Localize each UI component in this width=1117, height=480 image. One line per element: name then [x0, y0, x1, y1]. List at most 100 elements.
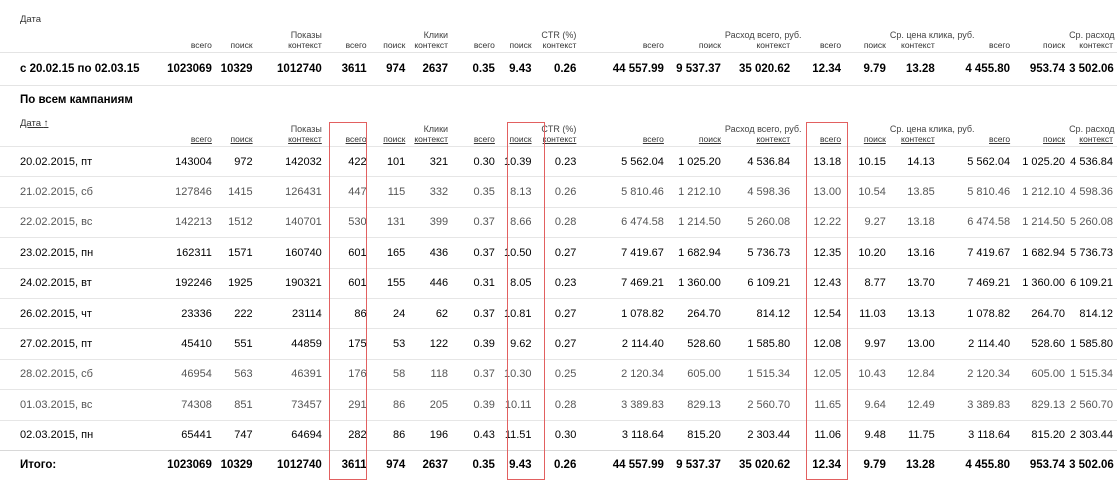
cell-value: 2 303.44 [1069, 419, 1117, 451]
sort-clicks-total[interactable]: всего [345, 134, 367, 144]
clicks-group-header: Клики контекст [414, 30, 449, 50]
date-sort-header[interactable]: Дата ↑ [20, 118, 49, 129]
cell-value: 13.18 [889, 206, 939, 238]
sort-ctr-total[interactable]: всего [473, 134, 495, 144]
cell-value: 4 598.36 [724, 176, 795, 208]
sort-impressions-context[interactable]: Показы контекст [288, 124, 322, 144]
cell-value: 0.23 [535, 145, 581, 177]
cell-value: 14.13 [889, 145, 939, 177]
cell-value: 953.74 [1014, 449, 1070, 480]
cell-value: 175 [325, 328, 371, 360]
ctr-group-header: CTR (%) контекст [541, 30, 577, 50]
cell-value: 192246 [142, 267, 216, 299]
cell-value: 9.43 [498, 52, 536, 86]
cell-value: 1 078.82 [580, 297, 668, 329]
cell-value: 0.37 [452, 237, 499, 269]
sort-cpc-context[interactable]: Ср. цена клика, руб. контекст [889, 124, 975, 144]
cell-value: 9 537.37 [667, 52, 725, 86]
table-row: 26.02.2015, чт 23336 222 23114 86 24 62 0.37 10.… [0, 297, 1117, 329]
sort-cost-search[interactable]: поиск [698, 134, 721, 144]
cell-value: 3 502.06 [1069, 449, 1117, 480]
cell-value: 0.26 [535, 176, 581, 208]
row-date: 23.02.2015, пн [0, 237, 143, 269]
cell-value: 127846 [142, 176, 216, 208]
cell-value: 0.43 [452, 419, 499, 451]
sort-daily-context[interactable]: Ср. расход за день, руб.контекст [1069, 124, 1117, 144]
cell-value: 142032 [256, 145, 326, 177]
sort-ctr-context[interactable]: CTR (%) контекст [541, 124, 577, 144]
cell-value: 601 [325, 237, 371, 269]
row-date: 27.02.2015, пт [0, 328, 143, 360]
cell-value: 2 560.70 [1069, 389, 1117, 421]
table-row: 01.03.2015, вс 74308 851 73457 291 86 205 0.39 1… [0, 389, 1117, 421]
cell-value: 73457 [256, 389, 326, 421]
cell-value: 291 [325, 389, 371, 421]
cell-value: 10.30 [498, 358, 536, 390]
cell-value: 530 [325, 206, 371, 238]
cell-value: 10.43 [845, 358, 890, 390]
cell-value: 10.50 [498, 237, 536, 269]
cell-value: 11.06 [794, 419, 846, 451]
cell-value: 140701 [256, 206, 326, 238]
cell-value: 2 120.34 [938, 358, 1015, 390]
cell-value: 10.11 [498, 389, 536, 421]
cell-value: 601 [325, 267, 371, 299]
cell-value: 13.00 [889, 328, 939, 360]
table-row: 21.02.2015, сб 127846 1415 126431 447 115 332 0… [0, 176, 1117, 208]
sort-impressions-total[interactable]: всего [190, 134, 212, 144]
sort-cost-context[interactable]: Расход всего, руб. контекст [724, 124, 802, 144]
sort-daily-search[interactable]: поиск [1043, 134, 1066, 144]
campaign-header: Дата ↑ всего поиск Показы контекст всего … [0, 114, 1117, 147]
cell-value: 12.08 [794, 328, 846, 360]
cell-value: 447 [325, 176, 371, 208]
cell-value: 1 585.80 [1069, 328, 1117, 360]
cell-value: 282 [325, 419, 371, 451]
cell-value: 12.49 [889, 389, 939, 421]
cell-value: 7 419.67 [580, 237, 668, 269]
campaign-section-title: По всем кампаниям [20, 94, 133, 106]
row-date: 22.02.2015, вс [0, 206, 143, 238]
sort-impressions-search[interactable]: поиск [230, 134, 253, 144]
cell-value: 5 736.73 [724, 237, 795, 269]
cell-value: 190321 [256, 267, 326, 299]
campaign-table: Дата ↑ всего поиск Показы контекст всего … [0, 114, 1117, 480]
sort-daily-total[interactable]: всего [989, 134, 1011, 144]
cell-value: 10.39 [498, 145, 536, 177]
cell-value: 0.39 [452, 328, 499, 360]
cell-value: 0.27 [535, 237, 581, 269]
cell-value: 0.27 [535, 297, 581, 329]
cell-value: 9.43 [498, 449, 536, 480]
cell-value: 12.84 [889, 358, 939, 390]
cell-value: 9.64 [845, 389, 890, 421]
cell-value: 1012740 [256, 449, 326, 480]
row-date: 01.03.2015, вс [0, 389, 143, 421]
sort-ctr-search[interactable]: поиск [509, 134, 532, 144]
cell-value: 8.05 [498, 267, 536, 299]
sort-clicks-search[interactable]: поиск [383, 134, 406, 144]
cell-value: 1 078.82 [938, 297, 1015, 329]
cell-value: 35 020.62 [724, 52, 795, 86]
sort-clicks-context[interactable]: Клики контекст [414, 124, 449, 144]
cell-value: 86 [370, 419, 410, 451]
sort-cost-total[interactable]: всего [642, 134, 664, 144]
sort-cpc-total[interactable]: всего [820, 134, 842, 144]
cell-value: 46391 [256, 358, 326, 390]
cell-value: 5 810.46 [580, 176, 668, 208]
cell-value: 974 [370, 449, 410, 480]
cell-value: 24 [370, 297, 410, 329]
cell-value: 446 [409, 267, 453, 299]
cell-value: 13.18 [794, 145, 846, 177]
cell-value: 7 419.67 [938, 237, 1015, 269]
cell-value: 53 [370, 328, 410, 360]
cell-value: 4 455.80 [938, 52, 1015, 86]
cell-value: 2 120.34 [580, 358, 668, 390]
sort-cpc-search[interactable]: поиск [863, 134, 886, 144]
cell-value: 10.81 [498, 297, 536, 329]
cell-value: 12.43 [794, 267, 846, 299]
cell-value: 953.74 [1014, 52, 1070, 86]
cell-value: 4 455.80 [938, 449, 1015, 480]
cell-value: 101 [370, 145, 410, 177]
cell-value: 65441 [142, 419, 216, 451]
row-date: 26.02.2015, чт [0, 297, 143, 329]
cell-value: 1 515.34 [1069, 358, 1117, 390]
